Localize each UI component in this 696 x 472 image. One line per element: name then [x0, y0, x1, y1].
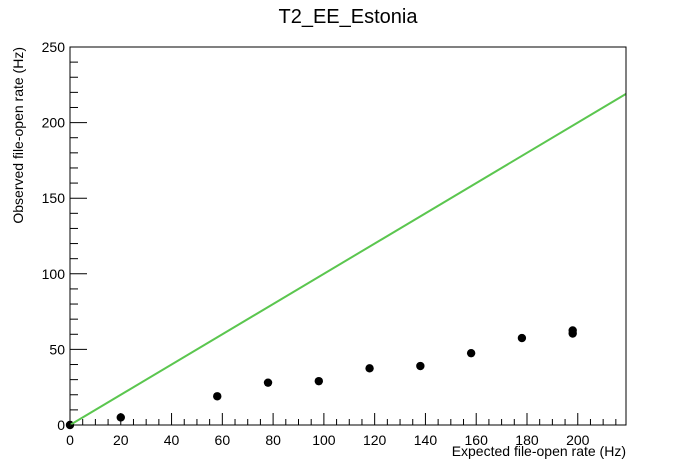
x-axis: 0 20 40 60 80 100 120 140 160 180 200: [66, 413, 617, 448]
chart-title: T2_EE_Estonia: [279, 6, 419, 28]
x-tick-label: 160: [465, 432, 489, 448]
x-tick-label: 40: [164, 432, 180, 448]
data-point: [568, 326, 577, 335]
data-point: [314, 376, 324, 386]
y-axis-label: Observed file-open rate (Hz): [10, 47, 26, 224]
y-tick-label: 0: [57, 417, 65, 433]
data-point: [517, 333, 527, 343]
plot-frame: [69, 46, 627, 426]
x-tick-label: 120: [363, 432, 387, 448]
x-tick-label: 100: [312, 432, 336, 448]
data-point: [466, 348, 476, 358]
x-tick-label: 180: [515, 432, 539, 448]
data-point: [213, 392, 222, 401]
y-axis: 0 50 100 150 200 250: [42, 39, 87, 433]
y-tick-label: 200: [42, 115, 66, 131]
x-tick-label: 0: [66, 432, 74, 448]
x-tick-label: 60: [215, 432, 231, 448]
x-tick-label: 20: [113, 432, 129, 448]
series-layer: [65, 93, 627, 430]
x-tick-label: 200: [566, 432, 590, 448]
reference-line: [69, 93, 627, 426]
x-tick-label: 80: [265, 432, 281, 448]
y-tick-label: 250: [42, 39, 66, 55]
x-tick-label: 140: [414, 432, 438, 448]
x-axis-label: Expected file-open rate (Hz): [452, 443, 626, 459]
data-point: [416, 361, 425, 371]
data-point: [365, 364, 374, 373]
y-tick-label: 100: [42, 266, 66, 282]
data-point: [263, 378, 273, 387]
y-tick-label: 50: [49, 341, 65, 357]
y-tick-label: 150: [42, 190, 66, 206]
